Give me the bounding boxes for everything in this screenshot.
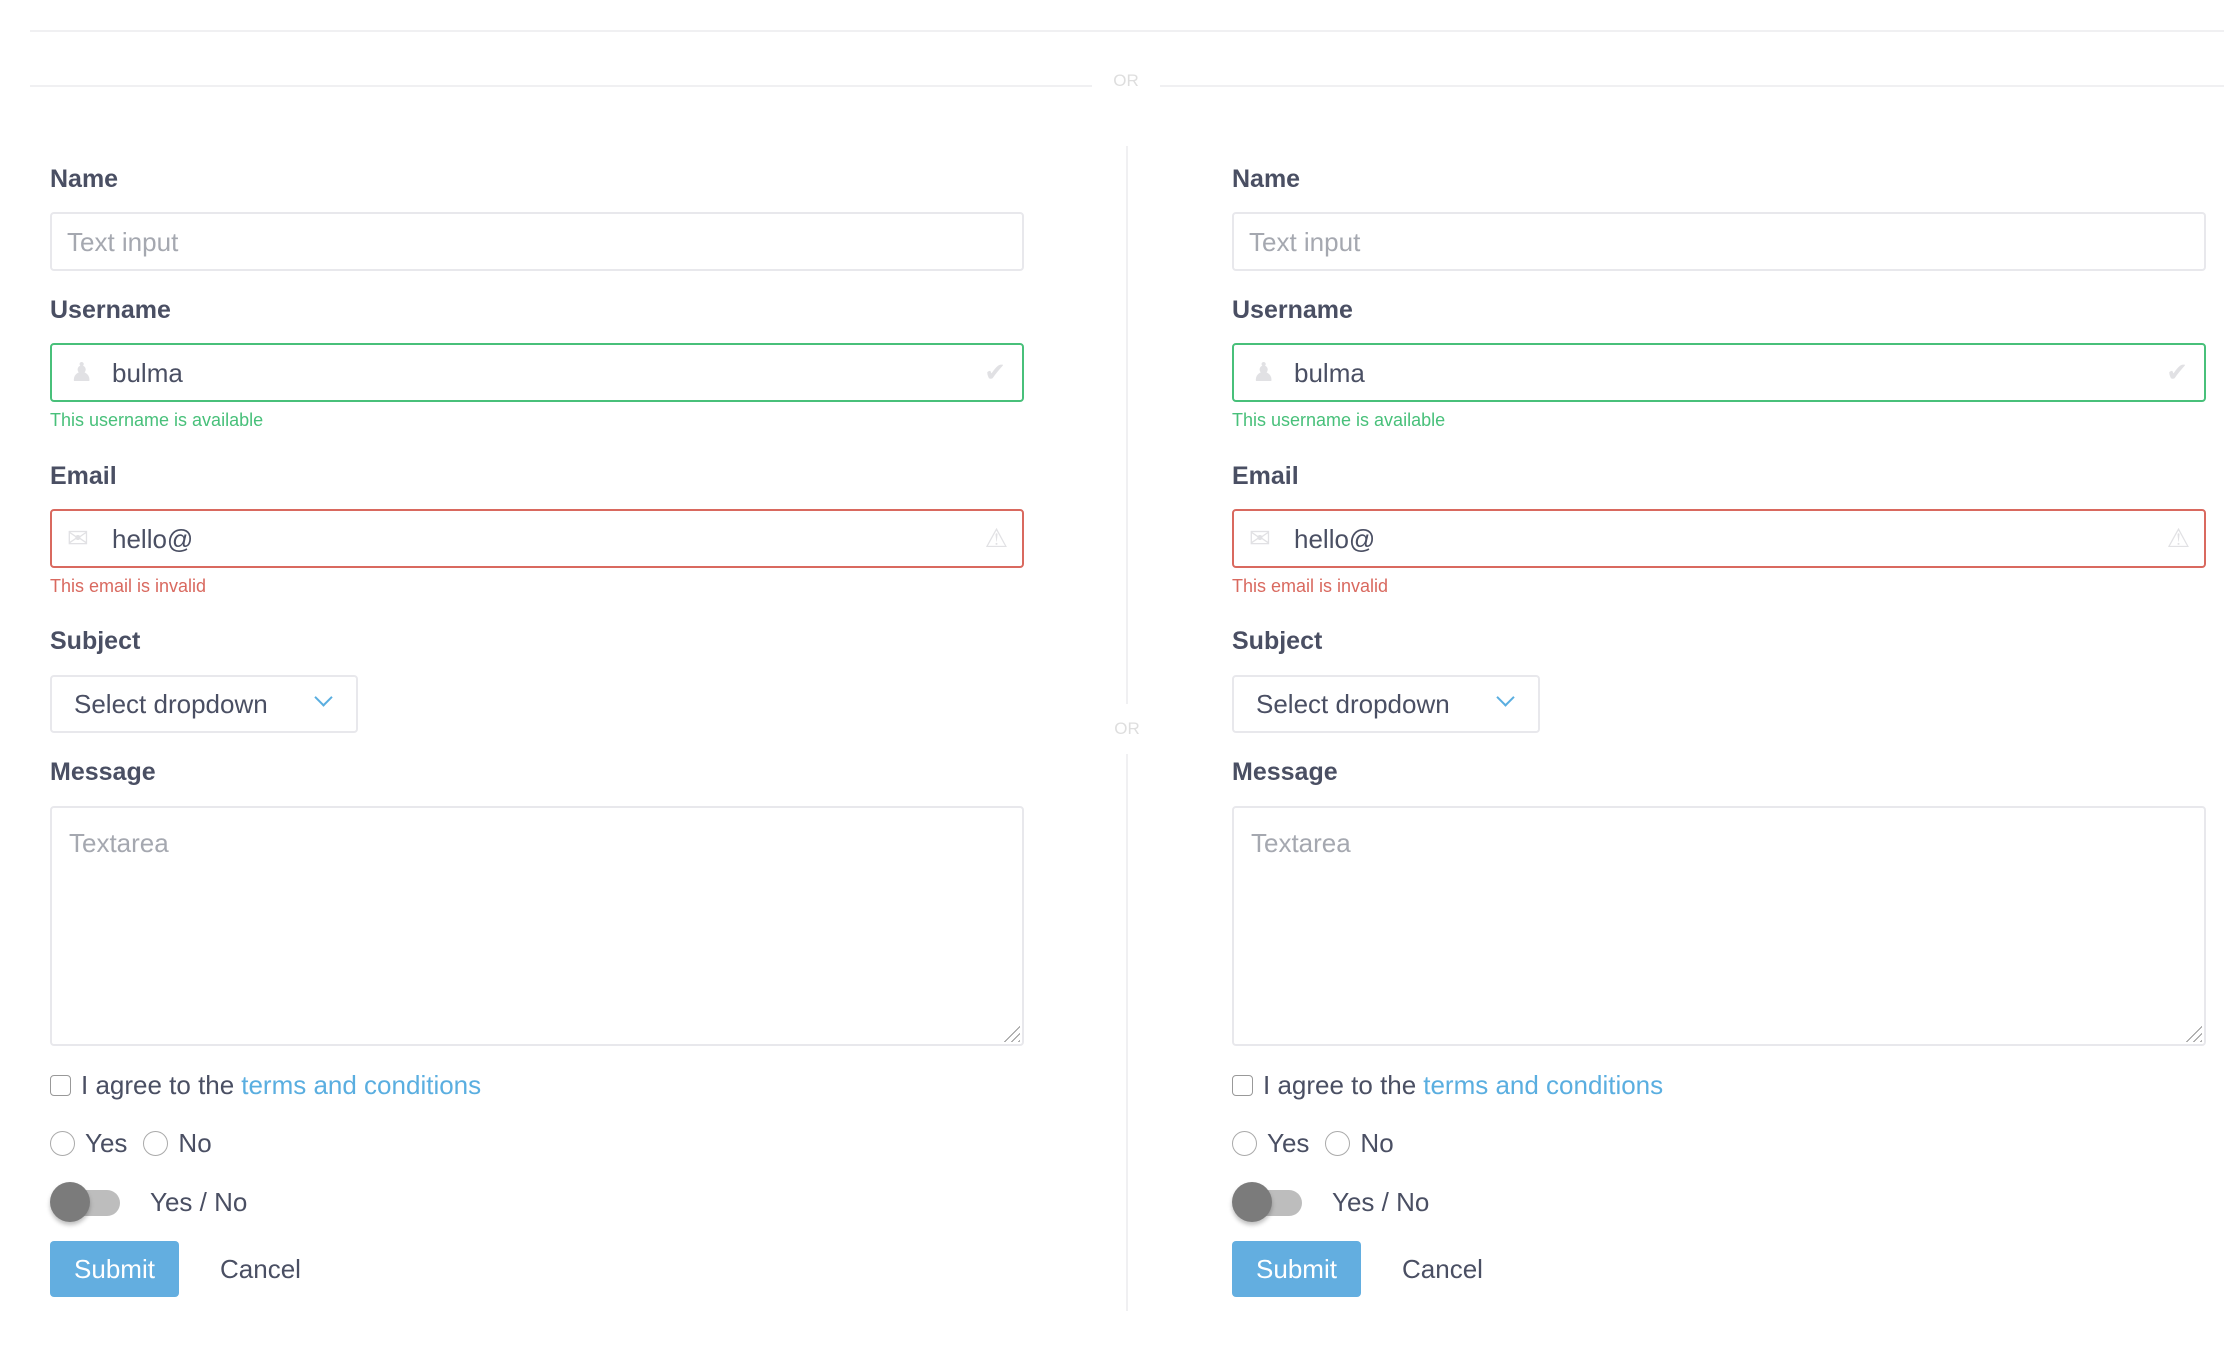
- or-divider-label: OR: [1113, 71, 1139, 90]
- subject-select[interactable]: Select dropdown: [1232, 675, 1540, 733]
- yes-no-toggle[interactable]: [1232, 1182, 1302, 1222]
- radio-no-label: No: [178, 1128, 212, 1158]
- username-help: This username is available: [1232, 410, 1446, 430]
- user-icon: ♟: [70, 357, 94, 387]
- radio-yes[interactable]: [50, 1131, 75, 1156]
- yes-no-toggle[interactable]: [50, 1182, 120, 1222]
- radio-row: Yes No: [1232, 1128, 1394, 1159]
- warning-icon: ⚠: [2166, 523, 2190, 553]
- toggle-knob: [50, 1182, 90, 1222]
- email-value: hello@: [112, 524, 194, 554]
- subject-value: Select dropdown: [1256, 689, 1450, 719]
- username-label: Username: [1232, 296, 1353, 324]
- envelope-icon: ✉: [67, 523, 89, 553]
- message-placeholder: Textarea: [69, 828, 169, 858]
- terms-checkbox[interactable]: [1232, 1075, 1253, 1096]
- email-input[interactable]: ✉ hello@ ⚠: [1232, 509, 2206, 568]
- toggle-knob: [1232, 1182, 1272, 1222]
- radio-row: Yes No: [50, 1128, 212, 1159]
- top-divider: [30, 30, 2224, 32]
- vertical-divider-top: [1126, 146, 1128, 704]
- or-divider-left: [30, 85, 1092, 87]
- vertical-divider-bottom: [1126, 754, 1128, 1311]
- subject-label: Subject: [1232, 627, 1323, 655]
- username-help: This username is available: [50, 410, 264, 430]
- warning-icon: ⚠: [984, 523, 1008, 553]
- username-value: bulma: [112, 358, 183, 388]
- resize-handle-icon[interactable]: [2184, 1024, 2202, 1042]
- radio-yes-label: Yes: [85, 1128, 128, 1158]
- username-label: Username: [50, 296, 171, 324]
- radio-no[interactable]: [143, 1131, 169, 1156]
- envelope-icon: ✉: [1249, 523, 1271, 553]
- radio-yes-label: Yes: [1267, 1128, 1310, 1158]
- vertical-or-label: OR: [1114, 719, 1140, 738]
- name-input[interactable]: Text input: [50, 212, 1024, 271]
- toggle-label: Yes / No: [150, 1186, 248, 1217]
- message-textarea[interactable]: Textarea: [1232, 806, 2206, 1046]
- username-value: bulma: [1294, 358, 1365, 388]
- message-placeholder: Textarea: [1251, 828, 1351, 858]
- terms-link[interactable]: terms and conditions: [241, 1070, 482, 1100]
- or-divider-right: [1160, 85, 2224, 87]
- terms-text: I agree to the: [1263, 1070, 1417, 1100]
- check-icon: ✔: [984, 357, 1006, 387]
- chevron-down-icon: [1496, 688, 1515, 707]
- message-label: Message: [50, 758, 156, 786]
- username-input[interactable]: ♟ bulma ✔: [50, 343, 1024, 402]
- name-label: Name: [50, 165, 119, 193]
- resize-handle-icon[interactable]: [1002, 1024, 1020, 1042]
- email-input[interactable]: ✉ hello@ ⚠: [50, 509, 1024, 568]
- cancel-button[interactable]: Cancel: [220, 1254, 301, 1284]
- subject-value: Select dropdown: [74, 689, 268, 719]
- form-1: Name Text input Username ♟ bulma ✔ This …: [50, 0, 1024, 1352]
- form-2: Name Text input Username ♟ bulma ✔ This …: [1232, 0, 2206, 1352]
- terms-link[interactable]: terms and conditions: [1423, 1070, 1664, 1100]
- terms-checkbox[interactable]: [50, 1075, 71, 1096]
- email-help: This email is invalid: [50, 576, 207, 596]
- username-input[interactable]: ♟ bulma ✔: [1232, 343, 2206, 402]
- email-value: hello@: [1294, 524, 1376, 554]
- subject-select[interactable]: Select dropdown: [50, 675, 358, 733]
- subject-label: Subject: [50, 627, 141, 655]
- terms-row: I agree to the terms and conditions: [1232, 1070, 1663, 1101]
- toggle-row: Yes / No: [1232, 1182, 1429, 1222]
- email-help: This email is invalid: [1232, 576, 1389, 596]
- name-input[interactable]: Text input: [1232, 212, 2206, 271]
- message-textarea[interactable]: Textarea: [50, 806, 1024, 1046]
- cancel-button[interactable]: Cancel: [1402, 1254, 1483, 1284]
- submit-button[interactable]: Submit: [50, 1241, 179, 1297]
- name-label: Name: [1232, 165, 1301, 193]
- radio-no[interactable]: [1325, 1131, 1351, 1156]
- user-icon: ♟: [1252, 357, 1276, 387]
- toggle-row: Yes / No: [50, 1182, 247, 1222]
- name-placeholder: Text input: [67, 227, 179, 257]
- chevron-down-icon: [314, 688, 333, 707]
- check-icon: ✔: [2166, 357, 2188, 387]
- radio-yes[interactable]: [1232, 1131, 1257, 1156]
- radio-no-label: No: [1360, 1128, 1394, 1158]
- submit-button[interactable]: Submit: [1232, 1241, 1361, 1297]
- toggle-label: Yes / No: [1332, 1186, 1430, 1217]
- terms-text: I agree to the: [81, 1070, 235, 1100]
- message-label: Message: [1232, 758, 1338, 786]
- name-placeholder: Text input: [1249, 227, 1361, 257]
- email-label: Email: [50, 462, 117, 490]
- email-label: Email: [1232, 462, 1299, 490]
- terms-row: I agree to the terms and conditions: [50, 1070, 481, 1101]
